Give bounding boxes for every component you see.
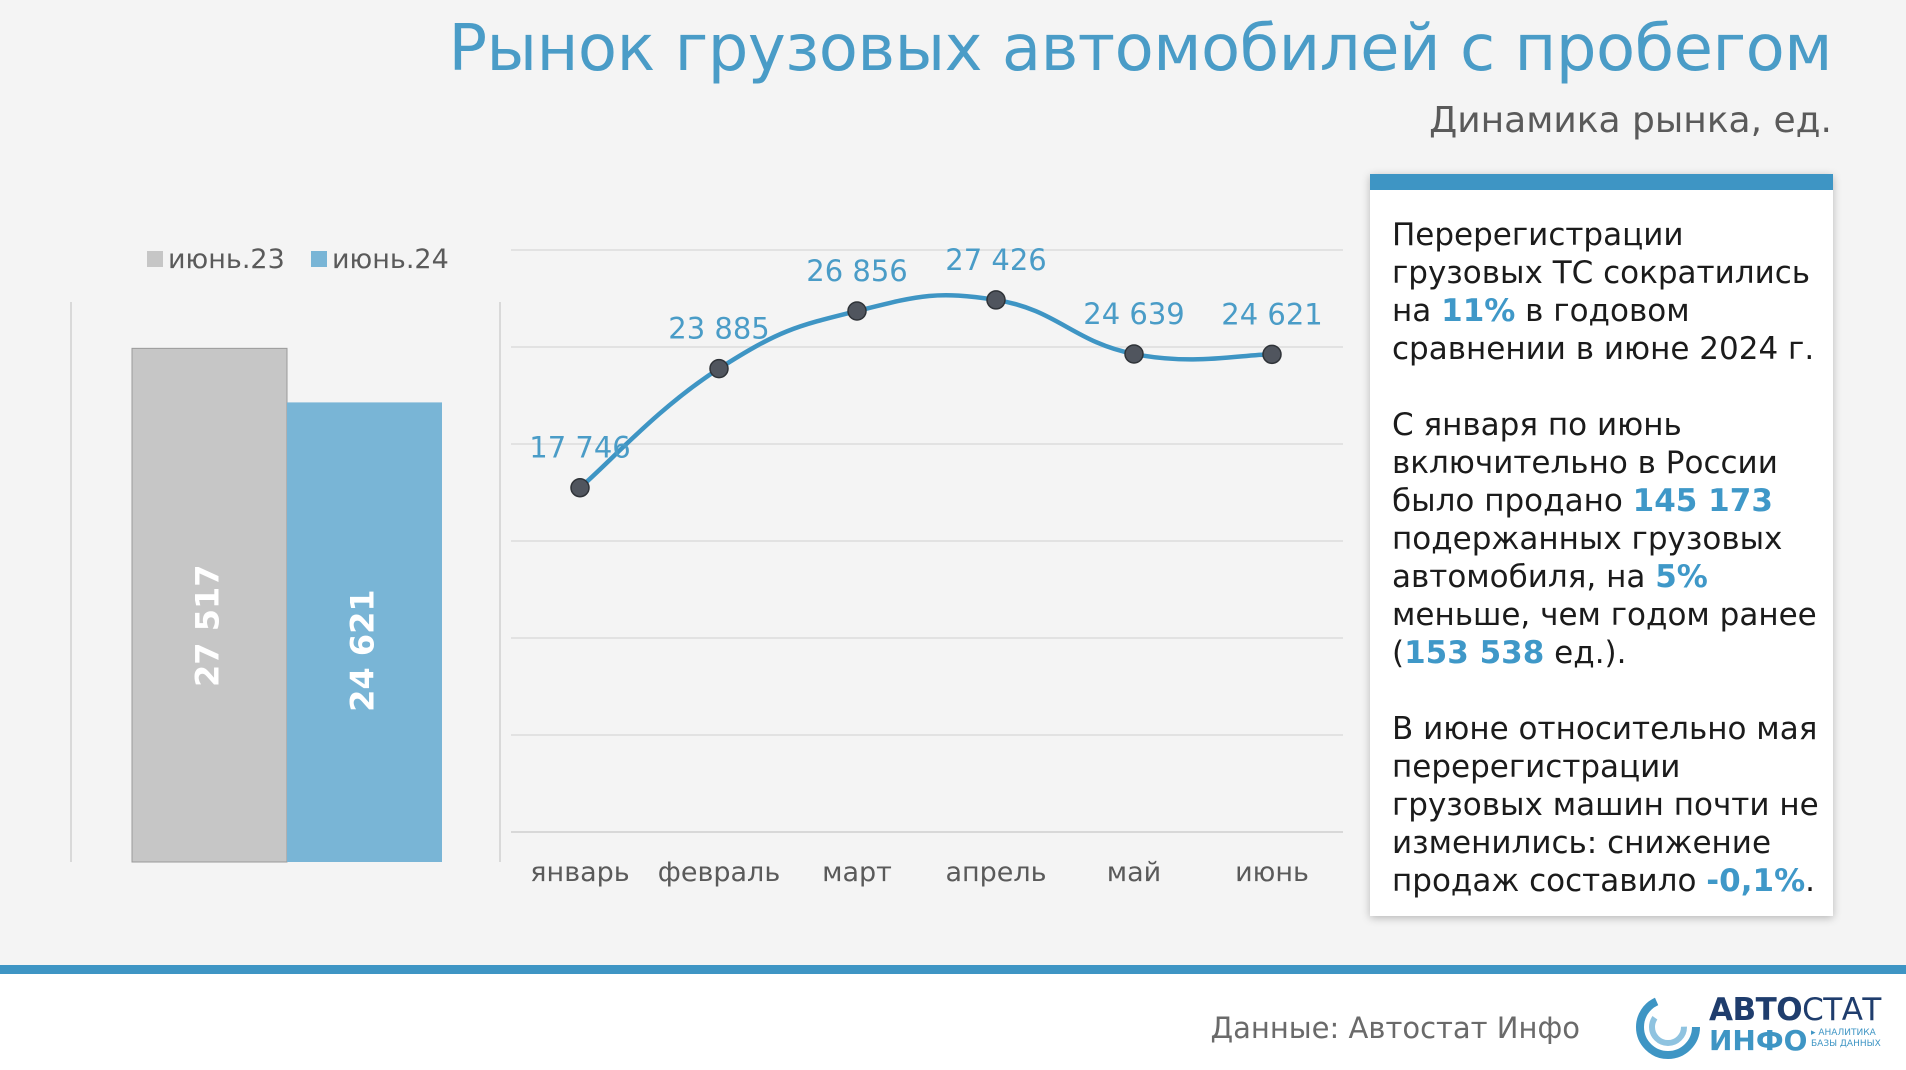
logo-word-stat: СТАТ <box>1802 992 1881 1028</box>
info-text: ед.). <box>1544 635 1627 671</box>
bar-chart: 27 517 24 621 <box>131 347 442 863</box>
data-label: 23 885 <box>668 312 769 346</box>
bottom-accent-band <box>0 965 1906 974</box>
bar-june23 <box>131 347 288 863</box>
info-paragraph-1: Перерегистрации грузовых ТС сократились … <box>1392 216 1833 368</box>
x-tick-label: февраль <box>658 857 780 888</box>
info-paragraph-2: С января по июнь включительно в России б… <box>1392 406 1833 672</box>
info-text: в годовом сравнении в июне 2024 г. <box>1392 293 1815 367</box>
footer <box>0 974 1906 1070</box>
x-tick-label: июнь <box>1235 857 1309 888</box>
logo-word-bottom: ИНФО <box>1709 1024 1808 1057</box>
x-tick-label: январь <box>530 857 629 888</box>
x-tick-label: апрель <box>945 857 1046 888</box>
line-chart: 17 746 январь 23 885 февраль 26 856 март 27 42… <box>511 243 1343 888</box>
logo-tagline: ▸ АНАЛИТИКА БАЗЫ ДАННЫХ <box>1811 1028 1881 1050</box>
logo-word-top: АВТОСТАТ <box>1709 992 1881 1028</box>
data-label: 24 639 <box>1083 297 1184 331</box>
legend-swatch-june24 <box>311 251 327 267</box>
info-paragraph-3: В июне относительно мая перерегистрации … <box>1392 710 1833 900</box>
highlight-percent-yoy: 11% <box>1441 293 1516 329</box>
info-text: меньше, чем годом ранее ( <box>1392 597 1817 671</box>
page-subtitle: Динамика рынка, ед. <box>1429 100 1832 141</box>
bar-value-label: 24 621 <box>344 589 382 711</box>
bar-june24 <box>287 402 442 862</box>
charts-canvas: июнь.23 июнь.24 27 517 24 621 17 746 январ… <box>70 243 1343 888</box>
highlight-total-sold: 145 173 <box>1632 483 1773 519</box>
logo-tagline-2: БАЗЫ ДАННЫХ <box>1811 1039 1881 1049</box>
highlight-percent-ytd: 5% <box>1655 559 1708 595</box>
autostat-logo-icon <box>1636 995 1700 1059</box>
info-text: В июне относительно мая перерегистрации … <box>1392 711 1819 899</box>
info-text: подержанных грузовых автомобиля, на <box>1392 521 1783 595</box>
data-point <box>986 290 1006 310</box>
bar-value-label: 27 517 <box>189 564 227 686</box>
legend-label-june24: июнь.24 <box>332 244 449 275</box>
logo-tagline-1: ▸ АНАЛИТИКА <box>1811 1028 1876 1038</box>
info-text: С января по июнь включительно в России б… <box>1392 407 1778 519</box>
highlight-last-year-total: 153 538 <box>1404 635 1545 671</box>
data-label: 24 621 <box>1221 297 1322 331</box>
data-point <box>709 358 729 379</box>
autostat-logo: АВТОСТАТ ИНФО ▸ АНАЛИТИКА БАЗЫ ДАННЫХ <box>1635 990 1881 1060</box>
data-label: 27 426 <box>945 243 1046 277</box>
legend-label-june23: июнь.23 <box>168 244 285 275</box>
data-label: 26 856 <box>806 254 907 288</box>
info-text: Перерегистрации грузовых ТС сократились … <box>1392 217 1811 329</box>
data-point <box>1262 344 1282 365</box>
x-tick-label: май <box>1107 857 1161 888</box>
info-text: . <box>1805 863 1815 899</box>
data-point <box>1124 344 1144 364</box>
line-series <box>577 292 1275 490</box>
logo-word-avto: АВТО <box>1709 992 1803 1028</box>
data-label: 17 746 <box>529 431 630 465</box>
legend-swatch-june23 <box>147 251 163 267</box>
x-tick-label: март <box>822 857 892 888</box>
highlight-percent-mom: -0,1% <box>1706 863 1806 899</box>
data-point <box>570 477 590 498</box>
data-source: Данные: Автостат Инфо <box>1210 1011 1580 1045</box>
page-title: Рынок грузовых автомобилей с пробегом <box>448 12 1832 86</box>
info-box: Перерегистрации грузовых ТС сократились … <box>1370 174 1833 916</box>
data-point <box>847 301 867 321</box>
